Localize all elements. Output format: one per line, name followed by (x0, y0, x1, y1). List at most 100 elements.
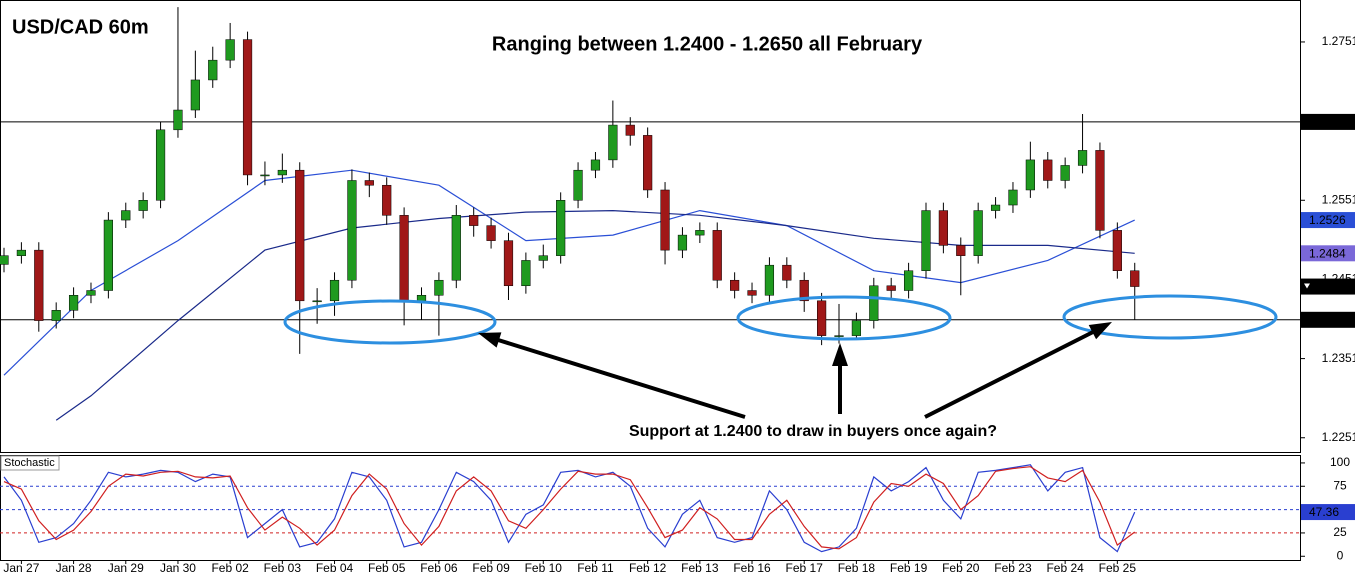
candle-body (608, 124, 618, 161)
candle-body (295, 169, 305, 302)
x-tick-label: Feb 23 (994, 561, 1032, 575)
candle-body (643, 135, 653, 191)
x-tick-label: Feb 06 (420, 561, 458, 575)
candle-body (521, 260, 531, 287)
candle-body (138, 200, 148, 211)
candle-body (121, 210, 131, 221)
ellipse (736, 295, 952, 341)
level-label: 1.2650 (1309, 115, 1346, 129)
x-tick-label: Feb 19 (890, 561, 928, 575)
x-tick-label: Feb 20 (942, 561, 980, 575)
candle-body (538, 255, 548, 261)
series-last-value: 1.2526 (1309, 213, 1346, 227)
candle-body (329, 279, 340, 302)
x-tick-label: Feb 12 (629, 561, 667, 575)
candle-body (747, 290, 757, 296)
candle-body (834, 335, 844, 337)
candle-body (1025, 159, 1035, 191)
candle-body (16, 249, 26, 256)
y-tick-label: 1.2751 (1322, 34, 1355, 48)
arrow-head (832, 343, 848, 366)
candle-body (0, 255, 9, 265)
x-tick-label: Feb 02 (211, 561, 249, 575)
candle-body (1130, 270, 1140, 287)
x-tick-label: Jan 28 (56, 561, 92, 575)
candle-body (573, 169, 583, 201)
candle-body (556, 200, 566, 256)
candle-body (990, 204, 1001, 211)
x-tick-label: Feb 24 (1046, 561, 1084, 575)
x-tick-label: Jan 30 (160, 561, 196, 575)
candle-body (68, 295, 79, 311)
candle-body (590, 159, 601, 171)
y-tick-label: 1.2551 (1322, 192, 1355, 206)
candle-body (660, 189, 670, 251)
series-last-value: 47.36 (1309, 505, 1339, 519)
y-tick-label: 0 (1337, 548, 1344, 562)
candle-body (347, 180, 357, 281)
candle-body (1043, 159, 1053, 181)
candle-body (1095, 150, 1105, 231)
candle-body (1112, 230, 1122, 271)
candle-body (155, 129, 166, 201)
current-price: 1.2442 (1315, 280, 1352, 294)
level-label-box (1301, 113, 1355, 130)
y-tick-label: 1.2251 (1322, 430, 1355, 444)
candle-body (695, 230, 705, 236)
candle-body (277, 169, 287, 176)
candle-body (312, 300, 322, 303)
series-last-value-box (1301, 212, 1355, 229)
x-tick-label: Feb 09 (472, 561, 510, 575)
candle-body (625, 124, 635, 136)
x-tick-label: Feb 16 (733, 561, 771, 575)
candle-body (903, 270, 914, 291)
candle-body (225, 39, 235, 61)
y-tick-label: 25 (1333, 525, 1347, 539)
x-tick-label: Feb 25 (1099, 561, 1137, 575)
candle-body (851, 320, 862, 336)
x-tick-label: Feb 10 (525, 561, 563, 575)
y-tick-label: 75 (1333, 478, 1347, 492)
candle-body (869, 285, 879, 321)
candle-body (817, 300, 827, 336)
candle-body (469, 215, 479, 226)
candle-body (973, 210, 983, 256)
candle-body (799, 279, 809, 302)
candle-body (190, 79, 200, 111)
x-tick-label: Feb 13 (681, 561, 719, 575)
candle-body (712, 230, 722, 281)
candle-body (1060, 165, 1070, 181)
arrow-head (1088, 322, 1112, 340)
series-last-value: 1.2484 (1309, 246, 1346, 260)
series-last-value-box (1301, 245, 1355, 262)
candle-body (103, 219, 113, 291)
candle-body (764, 264, 775, 296)
candle-body (86, 290, 96, 296)
candle-body (51, 310, 61, 321)
y-tick-label: 1.2351 (1322, 351, 1355, 365)
x-tick-label: Jan 27 (3, 561, 39, 575)
y-tick-label: 100 (1330, 455, 1350, 469)
support-ellipses (283, 294, 1278, 345)
price-pointer (1304, 283, 1310, 289)
x-tick-label: Feb 17 (786, 561, 824, 575)
current-price-box (1301, 278, 1355, 295)
level-label: 1.2400 (1309, 313, 1346, 327)
candle-body (956, 245, 966, 256)
candle-body (886, 285, 896, 291)
x-tick-label: Feb 04 (316, 561, 354, 575)
x-tick-label: Jan 29 (108, 561, 144, 575)
ellipse (283, 299, 497, 345)
candle-body (34, 249, 44, 321)
candle-body (364, 180, 374, 186)
candle-body (503, 240, 514, 287)
arrows (478, 322, 1112, 419)
candle-body (208, 59, 218, 81)
chart-subtitle: Ranging between 1.2400 - 1.2650 all Febr… (492, 33, 923, 55)
x-tick-label: Feb 03 (264, 561, 302, 575)
candle-body (938, 210, 948, 246)
candle-body (730, 279, 740, 291)
level-label-box (1301, 311, 1355, 328)
